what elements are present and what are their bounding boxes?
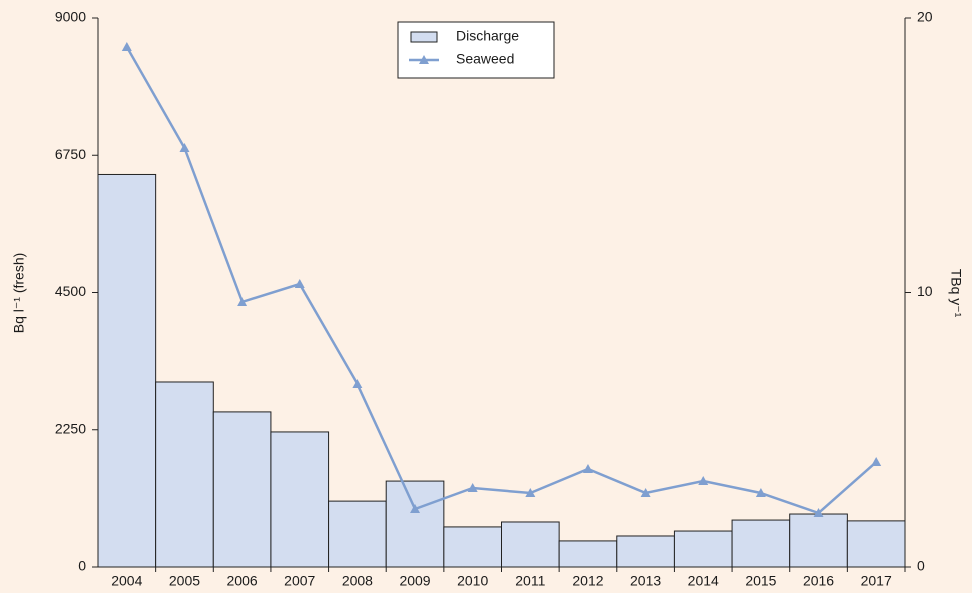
- bar: [443, 526, 503, 568]
- bar: [328, 500, 387, 568]
- legend-label: Discharge: [456, 28, 519, 44]
- point: [410, 503, 421, 513]
- x-tick-label: 2007: [284, 573, 315, 589]
- y2-tick-label: 0: [917, 558, 925, 574]
- point: [294, 279, 305, 289]
- legend-marker: [419, 55, 429, 64]
- x-tick-label: 2017: [861, 573, 892, 589]
- point: [179, 142, 190, 152]
- point: [237, 297, 248, 307]
- x-tick-label: 2008: [342, 573, 373, 589]
- y-tick-label: 6750: [55, 146, 86, 162]
- x-tick-label: 2014: [688, 573, 719, 589]
- x-tick-label: 2013: [630, 573, 661, 589]
- x-tick-label: 2011: [515, 573, 545, 589]
- x-tick-label: 2016: [803, 573, 834, 589]
- point: [698, 475, 709, 485]
- x-tick-label: 2010: [457, 573, 488, 589]
- bar: [97, 173, 157, 568]
- x-tick-label: 2005: [169, 573, 200, 589]
- x-tick-label: 2006: [227, 573, 258, 589]
- y2-axis-label: TBq y⁻¹: [948, 269, 964, 318]
- y-axis-label: Bq l⁻¹ (fresh): [11, 253, 27, 334]
- point: [582, 463, 593, 473]
- legend-box: [397, 21, 555, 79]
- point: [525, 488, 536, 498]
- bar: [270, 431, 330, 568]
- bar: [501, 521, 560, 568]
- point: [755, 488, 766, 498]
- bar: [385, 480, 445, 568]
- bar: [789, 513, 848, 568]
- x-tick-label: 2012: [572, 573, 603, 589]
- point: [813, 508, 824, 518]
- legend-label: Seaweed: [456, 51, 514, 67]
- y-tick-label: 9000: [55, 9, 86, 25]
- point: [467, 483, 478, 493]
- point: [352, 379, 363, 388]
- line: [125, 46, 878, 515]
- legend-swatch: [410, 31, 438, 43]
- x-tick-label: 2004: [111, 573, 142, 589]
- x-tick-label: 2009: [399, 573, 430, 589]
- point: [121, 41, 132, 51]
- bar: [212, 411, 272, 568]
- y2-tick-label: 20: [917, 9, 933, 25]
- point: [640, 488, 651, 498]
- y2-tick-label: 10: [917, 283, 933, 299]
- bar: [155, 381, 214, 568]
- bar: [673, 530, 733, 568]
- bar: [558, 540, 618, 568]
- y-tick-label: 4500: [55, 283, 86, 299]
- bar: [616, 535, 675, 568]
- bar: [846, 520, 906, 568]
- point: [871, 457, 882, 467]
- y-tick-label: 2250: [55, 420, 86, 436]
- x-tick-label: 2015: [745, 573, 776, 589]
- bar: [731, 519, 791, 568]
- y-tick-label: 0: [78, 558, 86, 574]
